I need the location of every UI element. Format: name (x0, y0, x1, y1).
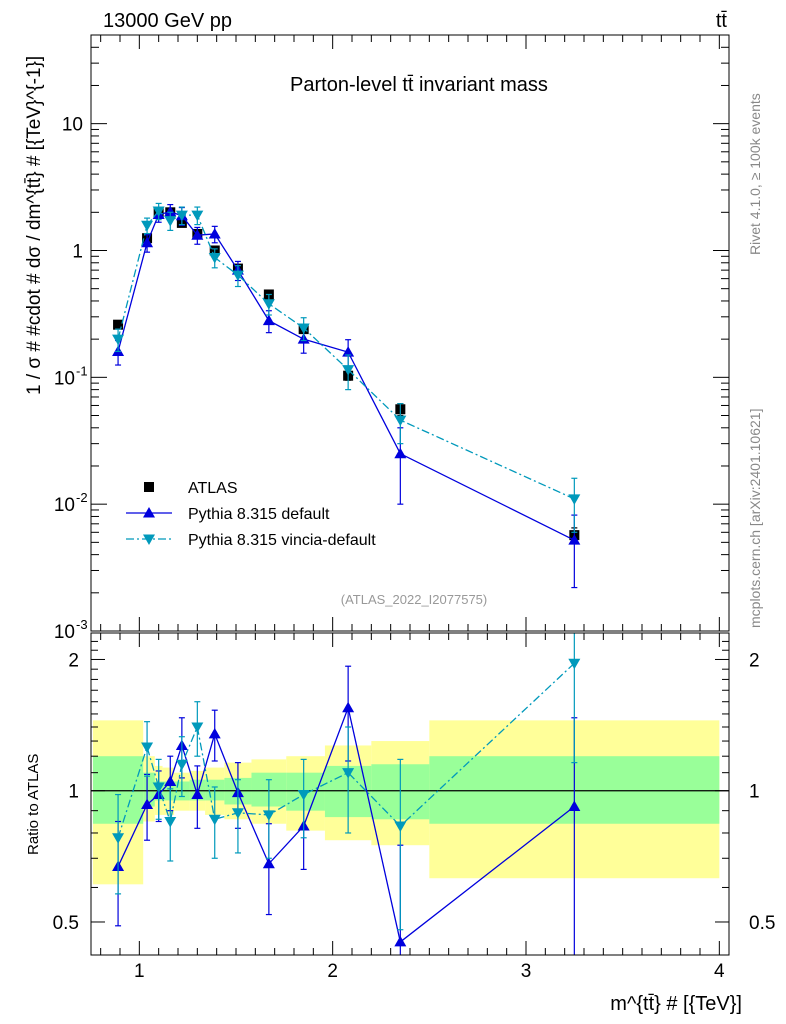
process-label: tt̄ (716, 10, 728, 32)
main-data-layer (112, 202, 581, 589)
point-pythia-8-315-vincia-default (568, 494, 581, 505)
point-pythia-8-315-default (208, 227, 221, 239)
y-tick-exponent: -3 (76, 617, 88, 632)
point-pythia-8-315-vincia-default (297, 323, 310, 334)
ratio-y-tick-label-right: 0.5 (749, 913, 775, 934)
ratio-point-pythia-8-315-vincia-default (112, 833, 125, 844)
point-pythia-8-315-default (262, 314, 275, 326)
y-tick-label: 1 (72, 241, 83, 262)
ratio-point-pythia-8-315-default (191, 788, 204, 800)
y-axis-title-main: 1 / σ # #cdot # dσ / dm^{tt̄} # [{TeV}^{… (24, 56, 45, 395)
ratio-point-pythia-8-315-vincia-default (208, 814, 221, 826)
ratio-point-pythia-8-315-vincia-default (231, 808, 244, 819)
legend-marker-pythia-8-315-default (143, 507, 155, 518)
ratio-point-pythia-8-315-vincia-default (297, 790, 310, 801)
legend: ATLAS Pythia 8.315 default Pythia 8.315 vi… (126, 480, 376, 549)
y-tick-label: 10 (54, 368, 75, 389)
ratio-point-pythia-8-315-default (141, 798, 154, 809)
point-pythia-8-315-default (342, 346, 355, 357)
legend-label-pythia-8-315-default: Pythia 8.315 default (188, 506, 330, 523)
ratio-point-pythia-8-315-vincia-default (141, 742, 154, 753)
legend-marker-atlas (144, 482, 154, 492)
ratio-point-pythia-8-315-default (342, 701, 355, 713)
ratio-panel: 1 2 3 4 0.5 0.5 1 1 2 2 (53, 632, 775, 982)
ratio-y-tick-label-left: 1 (68, 782, 79, 803)
x-tick-label: 4 (714, 961, 725, 982)
y-tick-label: 10 (62, 115, 83, 136)
point-atlas (113, 319, 124, 330)
point-pythia-8-315-vincia-default (191, 210, 204, 222)
x-tick-label: 3 (521, 961, 532, 982)
ratio-axes-layer: 1 2 3 4 0.5 0.5 1 1 2 2 (53, 632, 775, 982)
point-pythia-8-315-default (141, 236, 154, 248)
band-inner (143, 772, 155, 807)
legend-label-atlas: ATLAS (188, 480, 238, 497)
ratio-point-pythia-8-315-default (568, 800, 581, 812)
point-pythia-8-315-default (568, 534, 581, 545)
legend-marker-pythia-8-315-vincia-default (143, 534, 155, 545)
ratio-point-pythia-8-315-vincia-default (152, 782, 165, 793)
ratio-point-pythia-8-315-default (394, 935, 407, 947)
ratio-point-pythia-8-315-vincia-default (262, 810, 275, 821)
ratio-point-pythia-8-315-default (164, 775, 177, 786)
point-pythia-8-315-vincia-default (394, 415, 407, 427)
x-tick-label: 2 (327, 961, 338, 982)
point-pythia-8-315-default (164, 205, 177, 217)
ratio-point-pythia-8-315-vincia-default (394, 821, 407, 833)
ratio-data-layer (91, 633, 729, 955)
y-tick-label: 10 (54, 495, 75, 516)
x-tick-label: 1 (134, 961, 145, 982)
ratio-point-pythia-8-315-vincia-default (568, 658, 581, 670)
x-axis-title: m^{tt̄} # [{TeV}] (610, 993, 742, 1015)
legend-label-pythia-8-315-vincia-default: Pythia 8.315 vincia-default (188, 532, 376, 549)
mcplots-label: mcplots.cern.ch [arXiv:2401.10621] (747, 409, 763, 628)
point-pythia-8-315-vincia-default (342, 365, 355, 376)
main-frame (90, 34, 730, 632)
point-pythia-8-315-vincia-default (175, 210, 188, 222)
analysis-watermark: (ATLAS_2022_I2077575) (341, 592, 487, 607)
point-pythia-8-315-vincia-default (141, 220, 154, 232)
y-tick-exponent: -2 (76, 490, 88, 505)
y-axis-title-ratio: Ratio to ATLAS (25, 754, 42, 855)
ratio-point-pythia-8-315-default (208, 727, 221, 739)
point-pythia-8-315-vincia-default (208, 253, 221, 264)
point-pythia-8-315-vincia-default (262, 299, 275, 310)
point-pythia-8-315-default (191, 229, 204, 240)
ratio-point-pythia-8-315-vincia-default (342, 768, 355, 779)
energy-label: 13000 GeV pp (103, 10, 232, 32)
point-pythia-8-315-vincia-default (112, 334, 125, 346)
ratio-y-tick-label-right: 2 (749, 650, 760, 671)
rivet-version-label: Rivet 4.1.0, ≥ 100k events (747, 93, 763, 255)
ratio-y-tick-label-left: 0.5 (53, 913, 79, 934)
point-pythia-8-315-vincia-default (152, 206, 165, 217)
point-pythia-8-315-vincia-default (164, 216, 177, 227)
point-pythia-8-315-vincia-default (231, 270, 244, 282)
ratio-point-pythia-8-315-vincia-default (175, 759, 188, 771)
point-pythia-8-315-default (394, 447, 407, 459)
plot-title: Parton-level tt̄ invariant mass (290, 74, 548, 96)
y-tick-exponent: -1 (76, 363, 88, 378)
ratio-point-pythia-8-315-vincia-default (191, 722, 204, 734)
ratio-y-tick-label-right: 1 (749, 782, 760, 803)
y-tick-label: 10 (54, 622, 75, 643)
ratio-y-tick-label-left: 2 (68, 650, 79, 671)
ratio-point-pythia-8-315-default (262, 857, 275, 869)
ratio-point-pythia-8-315-vincia-default (164, 817, 177, 828)
